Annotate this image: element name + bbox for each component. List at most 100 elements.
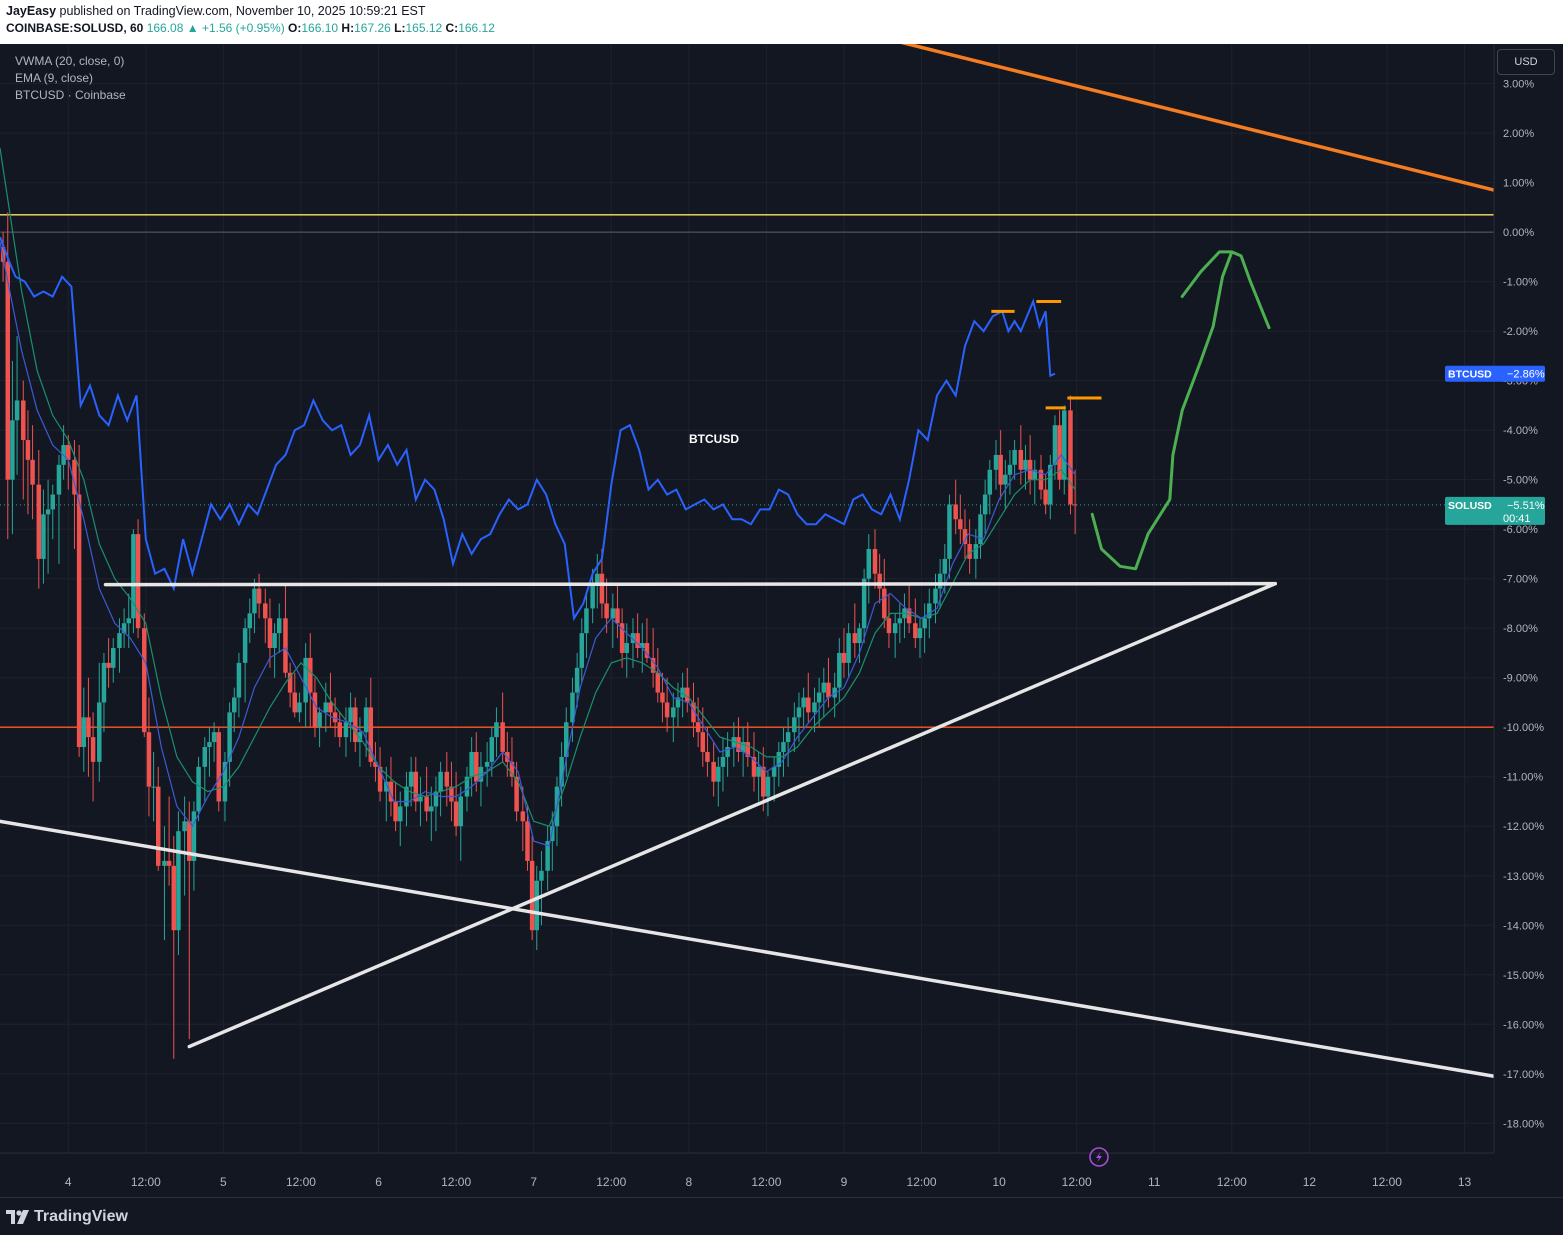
y-tick-label: -6.00% bbox=[1503, 524, 1538, 536]
high-label: H: bbox=[341, 21, 355, 35]
candle-body bbox=[650, 657, 656, 673]
candle-body bbox=[232, 697, 237, 713]
candle-body bbox=[368, 707, 374, 762]
candle-body bbox=[947, 504, 952, 559]
candle-body bbox=[695, 722, 701, 733]
candle-body bbox=[207, 742, 212, 748]
close-value: 166.12 bbox=[458, 21, 495, 35]
lightning-icon[interactable] bbox=[1089, 1147, 1109, 1167]
candle-body bbox=[1018, 449, 1024, 470]
green-projection-arrow bbox=[1180, 250, 1234, 298]
high-value: 167.26 bbox=[354, 21, 391, 35]
candle-body bbox=[564, 722, 569, 757]
candle-body bbox=[882, 588, 887, 619]
candle-body bbox=[892, 623, 898, 634]
candle-body bbox=[97, 702, 102, 762]
candle-body bbox=[837, 652, 842, 688]
candle-body bbox=[388, 781, 394, 802]
white-ascending-trendline bbox=[187, 581, 1278, 1049]
candle-body bbox=[745, 742, 751, 757]
candle-body bbox=[987, 469, 993, 495]
candle-body bbox=[117, 633, 122, 649]
candle-body bbox=[584, 608, 589, 634]
y-tick-label: -5.00% bbox=[1503, 475, 1538, 487]
btcusd-series-label: BTCUSD bbox=[689, 432, 739, 446]
symbol-name[interactable]: COINBASE:SOLUSD, 60 bbox=[6, 21, 144, 35]
badge-countdown: 00:41 bbox=[1503, 513, 1531, 525]
candle-body bbox=[792, 717, 797, 733]
candle-body bbox=[1012, 449, 1017, 465]
candle-body bbox=[384, 781, 389, 792]
y-tick-label: 0.00% bbox=[1503, 227, 1534, 239]
candle-body bbox=[539, 870, 544, 881]
candle-body bbox=[500, 722, 505, 752]
candle-body bbox=[953, 504, 958, 520]
candle-body bbox=[1032, 469, 1038, 480]
last-price: 166.08 bbox=[146, 21, 184, 35]
candle-body bbox=[982, 494, 988, 515]
candle-body bbox=[720, 756, 726, 767]
x-tick-label: 12:00 bbox=[1217, 1175, 1247, 1189]
candle-body bbox=[525, 821, 530, 861]
y-tick-label: -7.00% bbox=[1503, 574, 1538, 586]
candle-body bbox=[756, 766, 761, 777]
candles bbox=[0, 212, 1078, 1059]
candle-body bbox=[978, 514, 983, 545]
candle-body bbox=[624, 643, 630, 653]
x-tick-label: 12:00 bbox=[286, 1175, 316, 1189]
candle-body bbox=[0, 246, 6, 262]
candle-body bbox=[998, 454, 1003, 485]
candle-body bbox=[664, 702, 670, 718]
x-tick-label: 12:00 bbox=[907, 1175, 937, 1189]
x-tick-label: 12:00 bbox=[596, 1175, 626, 1189]
close-label: C: bbox=[445, 21, 459, 35]
candle-body bbox=[30, 459, 35, 485]
price-axis[interactable] bbox=[1494, 44, 1563, 1153]
candle-body bbox=[599, 573, 605, 604]
author-name[interactable]: JayEasy bbox=[6, 4, 57, 18]
candle-body bbox=[812, 702, 817, 713]
ema-line bbox=[0, 147, 1076, 827]
candle-body bbox=[655, 672, 661, 693]
legend-compare[interactable]: BTCUSD · Coinbase bbox=[15, 88, 126, 102]
publication-header: JayEasy published on TradingView.com, No… bbox=[0, 0, 1563, 44]
candle-body bbox=[287, 672, 293, 693]
candle-body bbox=[236, 662, 242, 698]
candle-body bbox=[438, 771, 443, 792]
candle-body bbox=[72, 459, 77, 495]
white-descending-trendline bbox=[0, 819, 1496, 1079]
horizontal-levels bbox=[0, 214, 1494, 728]
price-chart[interactable]: 3.00%2.00%1.00%0.00%-1.00%-2.00%-3.00%-4… bbox=[0, 44, 1563, 1197]
candle-body bbox=[182, 821, 187, 832]
candle-body bbox=[5, 261, 11, 480]
candle-body bbox=[312, 692, 318, 728]
price-change: ▲ +1.56 (+0.95%) bbox=[186, 21, 285, 35]
candle-body bbox=[1023, 459, 1028, 470]
candle-body bbox=[942, 558, 948, 574]
badge-symbol: SOLUSD bbox=[1448, 500, 1492, 512]
green-projection-path bbox=[1090, 250, 1271, 571]
candle-body bbox=[484, 761, 490, 767]
candle-body bbox=[323, 702, 329, 713]
candle-body bbox=[604, 603, 609, 619]
candle-body bbox=[348, 707, 353, 723]
y-tick-label: -9.00% bbox=[1503, 673, 1538, 685]
currency-button[interactable]: USD bbox=[1497, 49, 1555, 75]
tradingview-brand[interactable]: TradingView bbox=[6, 1208, 128, 1226]
candle-body bbox=[25, 440, 31, 460]
legend-ema[interactable]: EMA (9, close) bbox=[15, 71, 94, 85]
legend-vwma[interactable]: VWMA (20, close, 0) bbox=[15, 54, 125, 68]
drawings[interactable] bbox=[0, 44, 1496, 1079]
candle-body bbox=[222, 761, 228, 802]
candle-body bbox=[211, 732, 217, 743]
candle-body bbox=[227, 712, 232, 762]
candle-body bbox=[464, 776, 470, 797]
time-axis[interactable] bbox=[0, 1153, 1494, 1197]
candle-body bbox=[761, 766, 766, 797]
candle-body bbox=[429, 806, 434, 812]
candle-body bbox=[1072, 504, 1078, 506]
candle-body bbox=[781, 742, 786, 752]
candle-body bbox=[550, 826, 555, 842]
candle-body bbox=[101, 662, 107, 703]
candle-body bbox=[785, 732, 791, 743]
